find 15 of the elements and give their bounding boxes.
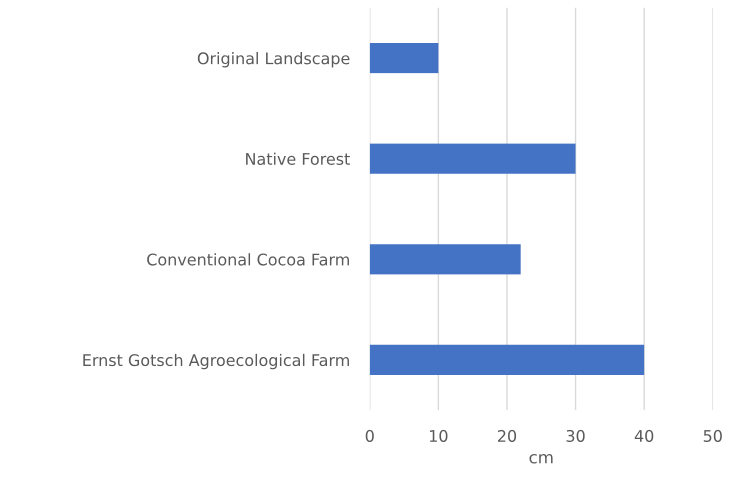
bar: [370, 42, 438, 74]
x-tick-label: 40: [634, 430, 654, 442]
bar: [370, 344, 644, 375]
y-tick-label: Original Landscape: [198, 52, 350, 68]
y-tick-label: Conventional Cocoa Farm: [147, 253, 349, 266]
y-tick-label: Native Forest: [246, 152, 350, 165]
x-tick-label: 30: [566, 430, 585, 442]
bar: [370, 244, 521, 274]
bar: [370, 144, 576, 174]
x-tick-label: 20: [498, 430, 516, 442]
x-tick-label: 50: [704, 430, 722, 442]
x-tick-label: 10: [430, 430, 448, 442]
y-tick-label: Ernst Gotsch Agroecological Farm: [83, 354, 349, 370]
x-axis-title: cm: [529, 454, 553, 464]
x-tick-label: 0: [366, 430, 374, 442]
